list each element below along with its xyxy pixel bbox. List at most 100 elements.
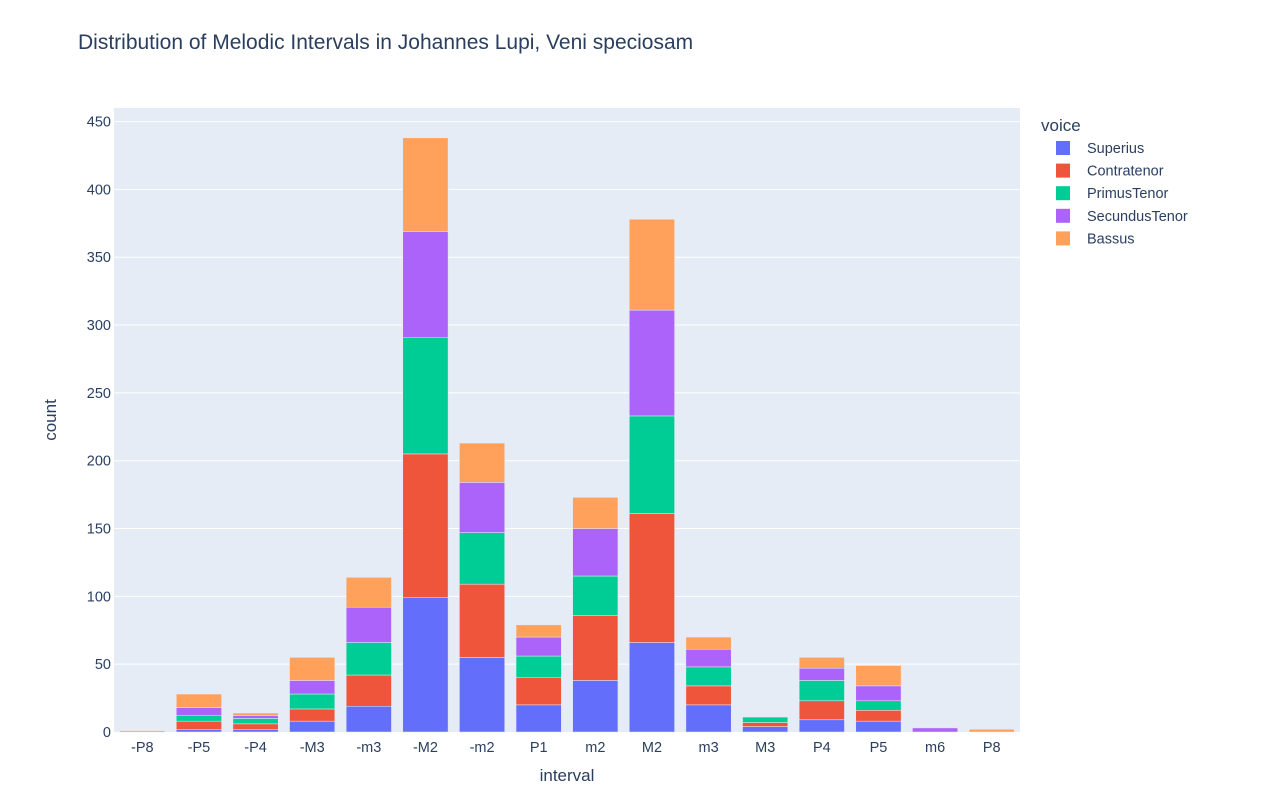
bar-segment[interactable]	[742, 716, 789, 723]
x-tick-label: -M2	[413, 740, 438, 756]
bar-segment[interactable]	[345, 577, 392, 608]
y-tick-label: 450	[87, 115, 111, 131]
bar-segment[interactable]	[572, 680, 619, 733]
bar-segment[interactable]	[685, 704, 732, 733]
x-tick-label: P5	[870, 740, 888, 756]
bar-segment[interactable]	[855, 700, 902, 711]
bar-segment[interactable]	[515, 636, 562, 657]
bar-segment[interactable]	[289, 708, 336, 722]
bar-segment[interactable]	[402, 597, 449, 733]
legend-swatch[interactable]	[1056, 163, 1070, 178]
bar-segment[interactable]	[572, 575, 619, 616]
bar-segment[interactable]	[459, 482, 505, 533]
y-tick-label: 50	[95, 657, 111, 673]
bar-segment[interactable]	[855, 685, 902, 702]
bar-segment[interactable]	[968, 729, 1015, 733]
bar-segment[interactable]	[459, 532, 505, 585]
bar-segment[interactable]	[515, 677, 562, 706]
bar-segment[interactable]	[798, 657, 845, 669]
plot-background	[114, 108, 1020, 732]
bar-segment[interactable]	[629, 513, 675, 643]
y-tick-label: 200	[87, 454, 111, 470]
bar-segment[interactable]	[402, 231, 449, 338]
bar-segment[interactable]	[345, 642, 392, 676]
bar-segment[interactable]	[572, 497, 619, 529]
bar-segment[interactable]	[459, 657, 505, 733]
bar-segment[interactable]	[572, 528, 619, 577]
bar-segment[interactable]	[742, 722, 789, 727]
bar-segment[interactable]	[232, 723, 279, 730]
bar-segment[interactable]	[629, 218, 675, 311]
legend-swatch[interactable]	[1056, 186, 1070, 201]
bar-segment[interactable]	[176, 707, 222, 716]
bar-segment[interactable]	[629, 309, 675, 417]
x-tick-label: M2	[642, 740, 662, 756]
bar-segment[interactable]	[232, 715, 279, 719]
y-tick-label: 0	[103, 725, 111, 741]
bar-segment[interactable]	[685, 649, 732, 668]
bar-segment[interactable]	[855, 720, 902, 733]
bar-segment[interactable]	[685, 666, 732, 687]
bar-segment[interactable]	[176, 715, 222, 722]
bar-segment[interactable]	[685, 636, 732, 650]
bar-segment[interactable]	[176, 720, 222, 730]
bar-segment[interactable]	[176, 729, 222, 733]
bar-segment[interactable]	[345, 674, 392, 707]
bar-segment[interactable]	[629, 642, 675, 733]
bar-segment[interactable]	[798, 680, 845, 702]
bar-segment[interactable]	[912, 727, 958, 733]
y-tick-label: 400	[87, 182, 111, 198]
bar-segment[interactable]	[515, 624, 562, 638]
bar-segment[interactable]	[855, 710, 902, 722]
bar-segment[interactable]	[232, 718, 279, 725]
legend-label[interactable]: PrimusTenor	[1087, 186, 1169, 202]
x-tick-label: -M3	[300, 740, 325, 756]
chart-title: Distribution of Melodic Intervals in Joh…	[78, 31, 693, 54]
bar-segment[interactable]	[855, 665, 902, 687]
y-tick-label: 300	[87, 318, 111, 334]
bar-segment[interactable]	[289, 680, 336, 695]
bar-segment[interactable]	[402, 137, 449, 232]
legend-title: voice	[1041, 116, 1081, 135]
bar-segment[interactable]	[402, 453, 449, 598]
bar-segment[interactable]	[515, 655, 562, 678]
bar-segment[interactable]	[572, 615, 619, 681]
legend[interactable]: voice Superius Contratenor PrimusTenor Secu…	[1041, 116, 1188, 247]
legend-swatch[interactable]	[1056, 208, 1070, 223]
bar-segment[interactable]	[629, 415, 675, 514]
legend-swatch[interactable]	[1056, 141, 1070, 155]
bar-segment[interactable]	[176, 693, 222, 708]
bar-segment[interactable]	[289, 720, 336, 733]
bar-segment[interactable]	[402, 337, 449, 455]
x-tick-label: m6	[925, 740, 945, 756]
x-tick-labels: -P8 -P5 -P4 -M3 -m3 -M2 -m2 P1 m2 M2 m3 M3 P4 P5 m6 P8	[131, 740, 1001, 756]
bar-segment[interactable]	[798, 667, 845, 681]
legend-label[interactable]: Bassus	[1087, 231, 1135, 247]
legend-label[interactable]: SecundusTenor	[1087, 209, 1188, 225]
bar-segment[interactable]	[459, 583, 505, 658]
bar-segment[interactable]	[289, 693, 336, 710]
bar-segment[interactable]	[515, 704, 562, 733]
bars[interactable]	[119, 137, 1015, 733]
y-tick-label: 250	[87, 386, 111, 402]
bar-segment[interactable]	[742, 726, 789, 733]
x-tick-label: M3	[755, 740, 775, 756]
bar-segment[interactable]	[345, 606, 392, 643]
bar-segment[interactable]	[232, 729, 279, 733]
x-tick-label: P4	[813, 740, 831, 756]
bar-segment[interactable]	[232, 712, 279, 716]
bar-segment[interactable]	[289, 657, 336, 681]
y-tick-label: 350	[87, 250, 111, 266]
legend-label[interactable]: Contratenor	[1087, 164, 1164, 180]
legend-label[interactable]: Superius	[1087, 141, 1144, 157]
bar-segment[interactable]	[798, 719, 845, 733]
bar-segment[interactable]	[685, 685, 732, 706]
bar-segment[interactable]	[798, 700, 845, 721]
bar-segment[interactable]	[119, 730, 166, 733]
bar-segment[interactable]	[459, 442, 505, 483]
y-tick-labels: 0 50 100 150 200 250 300 350 400 450	[87, 115, 111, 741]
y-tick-label: 100	[87, 589, 111, 605]
legend-swatch[interactable]	[1056, 231, 1070, 246]
bar-segment[interactable]	[345, 705, 392, 733]
